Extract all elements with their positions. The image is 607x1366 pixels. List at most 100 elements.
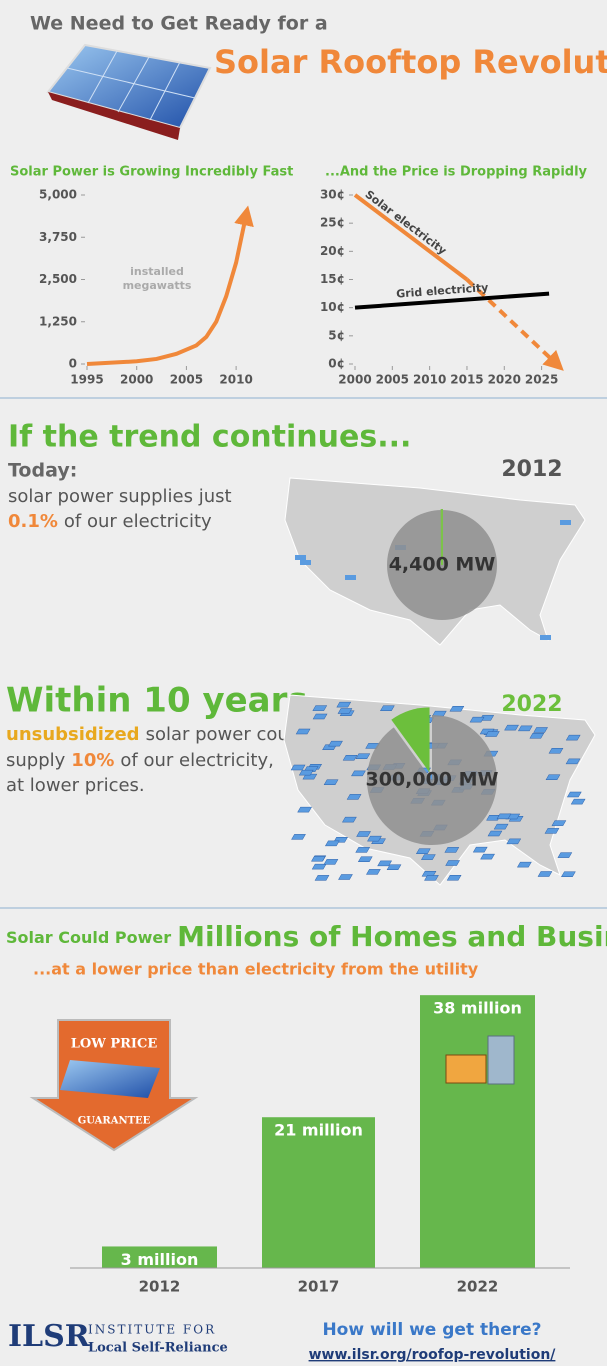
future-text: unsubsidized solar power could: [6, 724, 305, 745]
x-tick-label: 2017: [298, 1278, 340, 1296]
buildings-icon: [445, 1035, 515, 1085]
panel-icon: [377, 860, 392, 867]
panel-icon: [493, 823, 509, 830]
y-tick-label: 5¢: [328, 328, 345, 342]
today-text: 0.1% of our electricity: [8, 511, 212, 532]
title-part: Solar Could Power: [6, 928, 171, 947]
text: solar power could: [146, 724, 306, 745]
x-tick-label: 2000: [120, 373, 153, 387]
logo: ILSR: [8, 1319, 91, 1354]
x-tick-label: 2022: [457, 1278, 499, 1296]
text: supply: [6, 750, 66, 771]
x-tick-label: 2005: [376, 373, 409, 387]
pie-label: 4,400 MW: [389, 554, 496, 576]
pie-title: 2012: [501, 457, 562, 482]
panel-icon: [323, 859, 339, 865]
today-label: Today:: [8, 460, 77, 482]
panel-icon: [355, 847, 371, 853]
panel-icon: [537, 871, 553, 877]
panel-icon: [345, 575, 356, 580]
panel-icon: [291, 834, 306, 840]
panel-icon: [421, 854, 436, 860]
x-tick-label: 2015: [450, 373, 483, 387]
y-tick-label: 30¢: [320, 188, 345, 202]
house: [445, 1054, 487, 1084]
panel-icon: [346, 794, 362, 800]
y-tick-label: 1,250: [39, 314, 77, 328]
tower: [487, 1035, 515, 1085]
panel-icon: [311, 855, 326, 862]
text: of our electricity: [64, 511, 212, 532]
panel-icon: [337, 708, 353, 714]
panel-icon: [355, 753, 371, 760]
x-tick-label: 2010: [413, 373, 446, 387]
panel-icon: [557, 852, 573, 858]
panel-icon: [529, 732, 545, 739]
panel-icon: [302, 773, 318, 780]
panel-icon: [472, 846, 488, 853]
y-tick-label: 25¢: [320, 216, 345, 230]
panel-icon: [311, 863, 327, 870]
x-tick-label: 2020: [488, 373, 521, 387]
solar-panel-illustration: [46, 43, 212, 140]
panel-icon: [565, 758, 581, 765]
bar: [262, 1117, 375, 1268]
x-tick-label: 2025: [525, 373, 558, 387]
panel-icon: [386, 864, 402, 871]
panel-icon: [298, 769, 314, 776]
value-label: 38 million: [433, 999, 522, 1018]
panel-icon: [336, 701, 352, 708]
highlight: unsubsidized: [6, 724, 140, 745]
panel-icon: [560, 520, 571, 525]
panel-icon: [446, 874, 462, 881]
panel-icon: [561, 871, 576, 877]
panel-icon: [295, 728, 311, 735]
future-text: at lower prices.: [6, 775, 145, 796]
x-tick-label: 2012: [139, 1278, 181, 1296]
x-tick-label: 2005: [170, 373, 203, 387]
chart-title: ...And the Price is Dropping Rapidly: [325, 165, 588, 180]
x-tick-label: 2000: [338, 373, 371, 387]
panel-icon: [324, 840, 340, 847]
y-tick-label: 0: [69, 357, 77, 371]
panel-icon: [342, 816, 357, 823]
annotation: installed: [130, 265, 184, 278]
panel-icon: [548, 748, 564, 754]
panel-icon: [380, 705, 395, 712]
title-part: Millions of Homes and Businesses: [177, 920, 607, 953]
pie-slice: [391, 707, 430, 773]
footer-link[interactable]: www.ilsr.org/roofop-revolution/: [309, 1347, 557, 1363]
y-tick-label: 3,750: [39, 230, 77, 244]
panel-icon: [506, 838, 522, 845]
chart-title: Solar Power is Growing Incredibly Fast: [10, 165, 293, 180]
y-tick-label: 20¢: [320, 244, 345, 258]
bar: [420, 995, 535, 1268]
panel-icon: [487, 830, 503, 837]
pie-label: 300,000 MW: [365, 769, 498, 791]
pie-title: 2022: [501, 692, 562, 717]
data-line: [353, 193, 469, 282]
panel-icon: [366, 869, 381, 875]
panel-icon: [551, 820, 567, 826]
section-heading: If the trend continues...: [8, 420, 411, 455]
x-tick-label: 2010: [219, 373, 252, 387]
panel-icon: [445, 860, 460, 866]
panel-icon: [323, 779, 339, 785]
highlight: 0.1%: [8, 511, 58, 532]
panel-icon: [517, 861, 532, 868]
panel-icon: [328, 740, 343, 747]
chart-title: Solar Could Power Millions of Homes and B…: [6, 920, 607, 953]
y-tick-label: 15¢: [320, 272, 345, 286]
panel-icon: [314, 875, 330, 881]
bar: [102, 1246, 217, 1268]
panel-icon: [504, 724, 519, 731]
value-label: 21 million: [274, 1121, 363, 1140]
panel-icon: [312, 705, 328, 711]
panel-icon: [342, 754, 358, 761]
section-heading: Within 10 years: [6, 681, 308, 721]
badge-text: LOW PRICE: [71, 1037, 158, 1052]
panel-icon: [338, 874, 353, 880]
badge-text: GUARANTEE: [78, 1116, 151, 1127]
org-name: Local Self-Reliance: [88, 1341, 228, 1356]
future-text: supply 10% of our electricity,: [6, 750, 274, 771]
